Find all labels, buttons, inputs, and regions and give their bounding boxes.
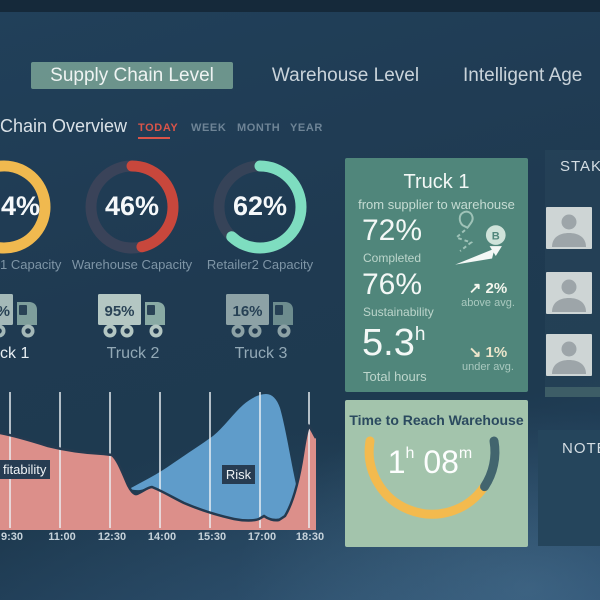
stakeholder-avatar-2[interactable] [546, 272, 592, 314]
profitability-top-line [0, 423, 318, 522]
trend-down-icon: ↘ [468, 344, 482, 361]
person-icon [552, 341, 586, 374]
profitability-risk-area-chart [0, 392, 318, 530]
truck-cargo-box [226, 294, 269, 325]
donut-value-1: 4% [1, 191, 41, 221]
truck-wheels [103, 324, 163, 338]
trend-up-label: above avg. [461, 297, 515, 309]
filter-month[interactable]: MONTH [237, 122, 281, 134]
sustainability-label: Sustainability [363, 305, 434, 319]
filter-year[interactable]: YEAR [290, 122, 323, 134]
gauge-arc-yellow [364, 436, 489, 519]
x-tick-1400: 14:00 [147, 531, 177, 543]
tab-supply-chain-level[interactable]: Supply Chain Level [31, 62, 233, 89]
donut-chart-warehouse-capacity [85, 160, 179, 254]
truck-icon-2[interactable]: 95% [97, 292, 169, 340]
truck-load-label: 95% [104, 303, 134, 320]
truck-cargo-box [98, 294, 141, 325]
truck-wheels [231, 324, 291, 338]
time-minutes-unit: m [458, 445, 473, 462]
gauge-arc-dark [480, 436, 500, 492]
pin-a [458, 210, 474, 229]
donut-arc-yellow [0, 160, 51, 254]
donut-arc-mint [213, 160, 307, 254]
stakeholder-avatar-3[interactable] [546, 334, 592, 376]
pin-b-circle [485, 225, 506, 245]
x-tick-1100: 11:00 [48, 531, 76, 543]
donut-chart-retailer-capacity [213, 160, 307, 254]
tab-warehouse-level[interactable]: Warehouse Level [271, 65, 420, 86]
person-icon [552, 214, 586, 247]
x-tick-0930: 9:30 [0, 531, 24, 543]
stakeholder-avatar-1[interactable] [546, 207, 592, 249]
person-icon [552, 279, 586, 312]
notes-panel [538, 430, 600, 546]
filter-today[interactable]: TODAY [138, 122, 179, 134]
donut-value-2: 46% [104, 191, 160, 221]
trend-down-value: 1% [485, 344, 508, 361]
trend-down-label: under avg. [462, 361, 514, 373]
trend-up: ↗ 2% [455, 279, 521, 297]
truck-load-label: 16% [232, 303, 262, 320]
truck-1-label[interactable]: ck 1 [0, 345, 30, 362]
x-tick-1530: 15:30 [197, 531, 227, 543]
stakeholders-title: STAKE [560, 158, 600, 175]
truck-detail-panel: Truck 1 from supplier to warehouse 72% C… [345, 158, 528, 392]
sustainability-value: 76% [362, 268, 423, 301]
time-minutes: 08 [423, 444, 459, 480]
total-hours-value: 5.3h [362, 322, 425, 365]
donut-value-3: 62% [232, 191, 288, 221]
total-hours-unit: h [414, 324, 426, 345]
risk-area [129, 394, 300, 520]
donut-label-1: 1 Capacity [0, 257, 62, 272]
trend-up-icon: ↗ [468, 280, 482, 297]
chart-gridlines [9, 392, 310, 528]
stakeholders-panel-footer [545, 387, 600, 397]
donut-label-2: Warehouse Capacity [71, 257, 193, 272]
page-title: Chain Overview [0, 116, 128, 136]
tab-intelligent-agent[interactable]: Intelligent Age [463, 65, 583, 86]
truck-panel-subtitle: from supplier to warehouse [358, 197, 515, 212]
truck-wheels [0, 324, 35, 338]
notes-title: NOTE [562, 440, 600, 457]
time-hours-unit: h [405, 445, 415, 462]
time-remaining-value: 1h 08m [345, 444, 515, 481]
filter-week[interactable]: WEEK [191, 122, 227, 134]
x-tick-1830: 18:30 [295, 531, 325, 543]
donut-label-3: Retailer2 Capacity [206, 257, 314, 272]
total-hours-label: Total hours [363, 369, 427, 384]
completed-value: 72% [362, 214, 423, 247]
time-gauge [364, 436, 500, 519]
time-hours: 1 [387, 444, 406, 480]
truck-window [19, 305, 27, 315]
truck-window [147, 305, 155, 315]
time-panel-title: Time to Reach Warehouse [349, 412, 524, 428]
completed-label: Completed [363, 251, 422, 265]
truck-icon-1[interactable]: % [0, 292, 41, 340]
route-path [454, 229, 474, 252]
filter-today-underline [138, 137, 170, 139]
top-strip [0, 0, 600, 12]
pin-b-point [489, 246, 502, 256]
truck-3-label[interactable]: Truck 3 [234, 345, 288, 362]
route-a-to-b-icon: B [454, 210, 506, 265]
trend-up-value: 2% [485, 280, 508, 297]
pin-b-label: B [492, 230, 500, 242]
donut-chart-supplier-capacity [0, 160, 51, 254]
trend-down: ↘ 1% [455, 343, 521, 361]
truck-load-label: % [0, 303, 10, 320]
total-hours-number: 5.3 [362, 322, 415, 364]
truck-icon-3[interactable]: 16% [225, 292, 297, 340]
time-to-warehouse-panel: Time to Reach Warehouse 1h 08m [345, 400, 528, 547]
profitability-tag: fitability [0, 460, 50, 479]
truck-panel-title: Truck 1 [403, 171, 470, 193]
donut-arc-red [85, 160, 179, 254]
truck-2-label[interactable]: Truck 2 [106, 345, 160, 362]
risk-tag: Risk [222, 465, 255, 484]
x-tick-1230: 12:30 [97, 531, 127, 543]
truck-window [275, 305, 283, 315]
x-tick-1700: 17:00 [247, 531, 277, 543]
truck-cargo-box [0, 294, 13, 325]
